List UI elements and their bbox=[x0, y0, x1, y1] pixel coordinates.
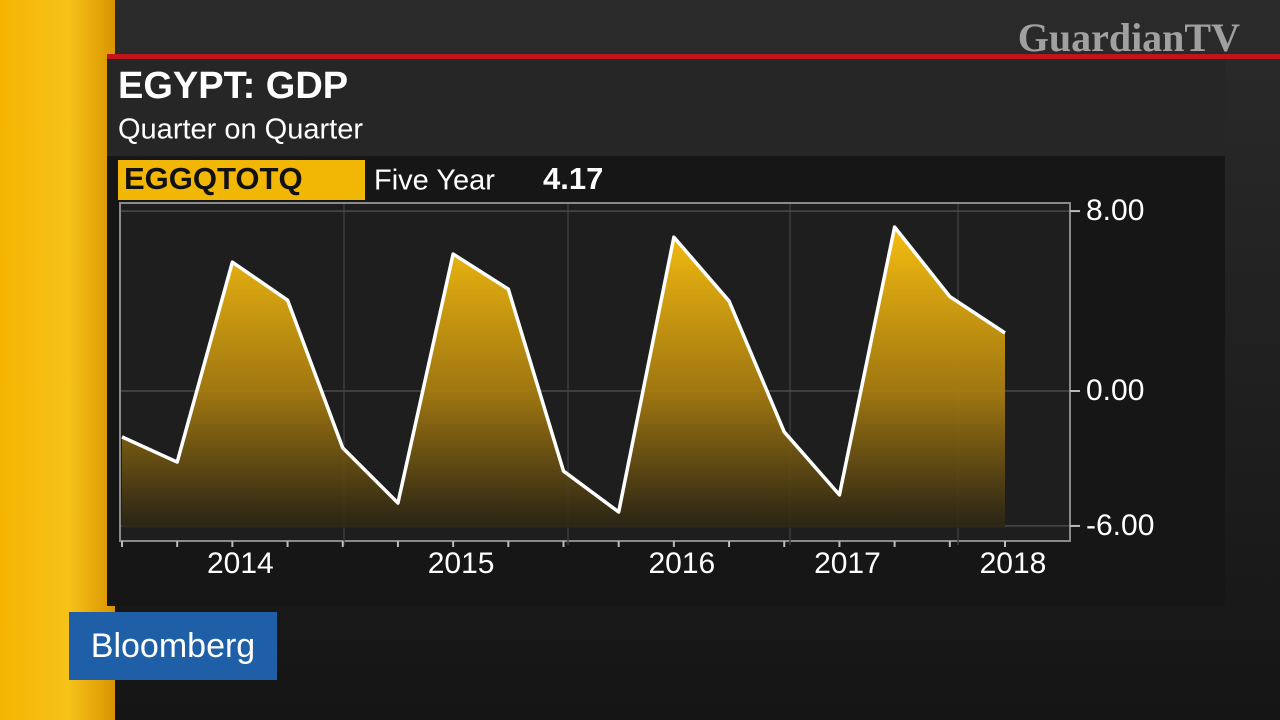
y-tick-label: 8.00 bbox=[1086, 194, 1144, 227]
red-rule bbox=[107, 54, 1280, 59]
x-tick-label: 2016 bbox=[649, 547, 716, 580]
chart-title: EGYPT: GDP bbox=[118, 65, 348, 107]
area bbox=[122, 227, 1005, 528]
chart-subtitle: Quarter on Quarter bbox=[118, 114, 363, 146]
ticker: EGGQTOTQ bbox=[124, 161, 303, 196]
x-tick-label: 2017 bbox=[814, 547, 881, 580]
watermark: GuardianTV bbox=[1018, 15, 1240, 60]
side-bar bbox=[0, 0, 115, 720]
header-panel bbox=[107, 59, 1225, 156]
network-logo: Bloomberg bbox=[91, 627, 255, 665]
line bbox=[121, 225, 1006, 514]
last-value: 4.17 bbox=[543, 161, 603, 196]
x-tick-label: 2018 bbox=[980, 547, 1047, 580]
network-box bbox=[69, 612, 277, 680]
ticker-box bbox=[118, 160, 365, 200]
x-tick-label: 2015 bbox=[428, 547, 495, 580]
y-tick-label: -6.00 bbox=[1086, 509, 1154, 542]
y-tick-label: 0.00 bbox=[1086, 374, 1144, 407]
x-tick-label: 2014 bbox=[207, 547, 274, 580]
period: Five Year bbox=[374, 165, 495, 197]
